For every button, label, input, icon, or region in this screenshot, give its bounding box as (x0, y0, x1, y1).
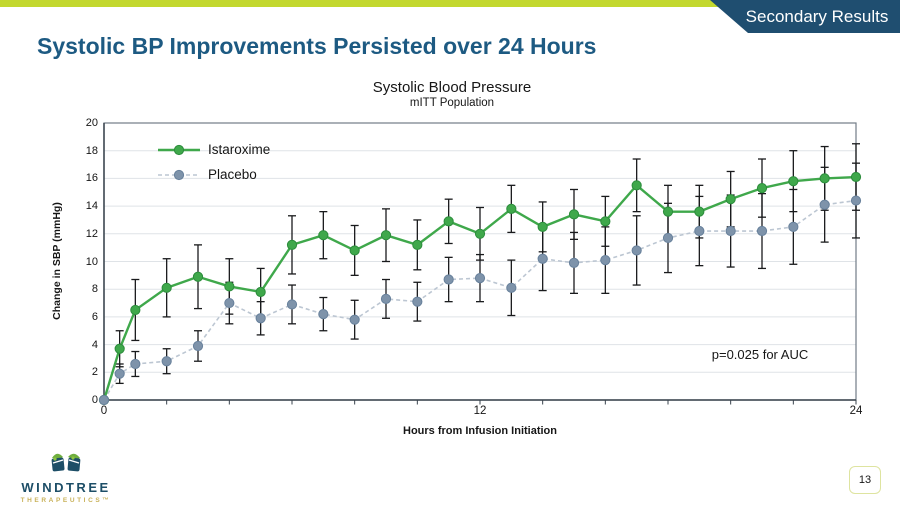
y-tick-label: 0 (91, 394, 98, 406)
y-tick-label: 8 (91, 283, 98, 296)
legend-marker-icon (158, 144, 200, 155)
secondary-results-banner: Secondary Results (710, 0, 900, 33)
p-value-annotation: p=0.025 for AUC (711, 347, 809, 362)
y-tick-label: 12 (85, 227, 98, 240)
legend-item-placebo: Placebo (156, 162, 270, 187)
chart-title: Systolic Blood Pressure (372, 79, 532, 96)
y-tick-label: 2 (91, 366, 98, 379)
y-tick-label: 20 (85, 117, 98, 129)
y-tick-label: 10 (85, 255, 98, 268)
logo-subtitle: THERAPEUTICS™ (20, 497, 112, 504)
slide-title: Systolic BP Improvements Persisted over … (37, 33, 597, 59)
legend-item-istaroxime: Istaroxime (156, 137, 270, 162)
page-number-badge: 13 (849, 466, 881, 494)
x-axis-label: Hours from Infusion Initiation (403, 425, 557, 437)
x-tick-label: 12 (473, 405, 487, 417)
y-tick-label: 6 (91, 310, 98, 323)
top-accent-bar (0, 0, 900, 7)
y-tick-label: 16 (85, 172, 98, 185)
y-tick-label: 14 (85, 200, 98, 213)
chart-subtitle: mITT Population (409, 97, 495, 109)
legend-marker-icon (158, 169, 200, 180)
legend-label: Placebo (208, 167, 257, 182)
y-tick-label: 18 (85, 144, 98, 157)
legend-label: Istaroxime (208, 142, 271, 157)
windtree-logo-icon (51, 453, 81, 472)
y-tick-label: 4 (91, 338, 98, 351)
x-tick-label: 24 (849, 405, 863, 417)
logo-name: WINDTREE (21, 480, 111, 495)
chart-legend: Istaroxime Placebo (156, 137, 270, 187)
banner-label: Secondary Results (745, 6, 889, 26)
x-tick-label: 0 (100, 405, 108, 417)
windtree-logo: WINDTREE THERAPEUTICS™ (10, 450, 122, 504)
